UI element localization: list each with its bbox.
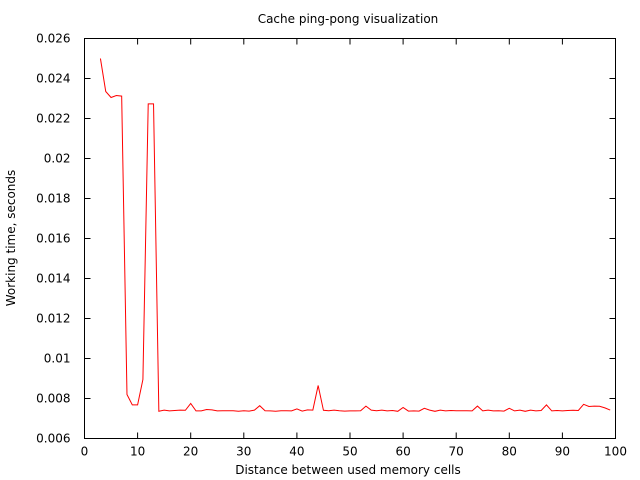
- y-tick-label: 0.018: [36, 192, 70, 206]
- y-tick-label: 0.006: [36, 432, 70, 446]
- x-tick-label: 40: [289, 445, 304, 459]
- x-tick-label: 70: [449, 445, 464, 459]
- y-tick-label: 0.01: [44, 352, 71, 366]
- y-tick-label: 0.026: [36, 32, 70, 46]
- x-tick-label: 30: [236, 445, 251, 459]
- x-tick-label: 10: [130, 445, 145, 459]
- series-line: [99, 58, 611, 412]
- y-tick-label: 0.024: [36, 72, 70, 86]
- y-tick-label: 0.016: [36, 232, 70, 246]
- y-tick-label: 0.012: [36, 312, 70, 326]
- x-tick-label: 0: [81, 445, 89, 459]
- axis-ticks: [84, 38, 616, 439]
- x-axis-label: Distance between used memory cells: [235, 463, 461, 477]
- y-tick-label: 0.02: [44, 152, 71, 166]
- x-tick-label: 50: [342, 445, 357, 459]
- x-tick-label: 60: [395, 445, 410, 459]
- plot-frame: [84, 38, 616, 439]
- y-tick-label: 0.008: [36, 392, 70, 406]
- chart-title: Cache ping-pong visualization: [258, 12, 439, 26]
- axis-tick-labels: 0 10 20 30 40 50 60 70 80 90 100 0.006 0.008 0.01 0.01…: [36, 32, 627, 459]
- x-tick-label: 100: [604, 445, 627, 459]
- y-tick-label: 0.022: [36, 112, 70, 126]
- y-axis-label: Working time, seconds: [4, 170, 18, 307]
- x-tick-label: 20: [183, 445, 198, 459]
- x-tick-label: 80: [502, 445, 517, 459]
- x-tick-label: 90: [555, 445, 570, 459]
- series-group: [99, 58, 611, 412]
- y-tick-label: 0.014: [36, 272, 70, 286]
